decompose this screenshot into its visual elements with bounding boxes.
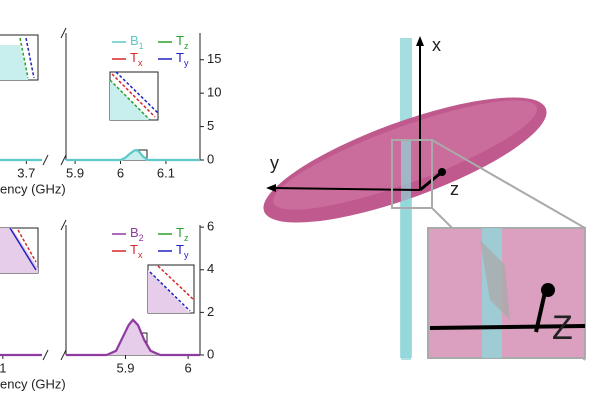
y-tick-label: 0 bbox=[207, 346, 214, 361]
axis-break bbox=[60, 349, 67, 361]
axis-break bbox=[60, 219, 67, 231]
y-tick-label: 4 bbox=[207, 261, 214, 276]
legend-label: B1 bbox=[130, 33, 144, 51]
axis-label: y bbox=[270, 153, 279, 173]
illustration bbox=[263, 36, 586, 361]
x-tick-label: 5.9 bbox=[116, 360, 134, 375]
x-tick-label: 5.9 bbox=[66, 165, 84, 180]
y-tick-label: 5 bbox=[207, 118, 214, 133]
x-axis-label: ency (GHz) bbox=[0, 376, 66, 391]
legend-label: Tz bbox=[176, 225, 189, 243]
x-tick-label: 6 bbox=[184, 360, 191, 375]
legend-label: Tx bbox=[130, 50, 143, 68]
axis-label: Z bbox=[552, 309, 573, 347]
y-tick-label: 10 bbox=[207, 85, 221, 100]
y-tick-label: 6 bbox=[207, 219, 214, 234]
axis-break bbox=[60, 154, 67, 166]
legend-label: Tz bbox=[176, 33, 189, 51]
y-tick-label: 2 bbox=[207, 304, 214, 319]
axis-break bbox=[42, 154, 49, 166]
legend-label: Ty bbox=[176, 242, 189, 260]
series-line bbox=[66, 318, 200, 357]
legend-label: Ty bbox=[176, 50, 189, 68]
x-tick-label: 6 bbox=[117, 165, 124, 180]
x-axis-label: ency (GHz) bbox=[0, 181, 66, 196]
x-tick-label: 3.7 bbox=[17, 165, 35, 180]
y-tick-label: 15 bbox=[207, 51, 221, 66]
axis-label: x bbox=[432, 35, 441, 55]
legend-label: B2 bbox=[130, 225, 144, 243]
series-line bbox=[66, 148, 200, 162]
x-tick-label: 1 bbox=[0, 360, 6, 375]
legend-label: Tx bbox=[130, 242, 143, 260]
x-tick-label: 6.1 bbox=[157, 165, 175, 180]
inset bbox=[0, 34, 195, 346]
axis-break bbox=[42, 349, 49, 361]
axis-break bbox=[60, 27, 67, 39]
y-tick-label: 0 bbox=[207, 151, 214, 166]
axis-label: z bbox=[450, 179, 459, 199]
